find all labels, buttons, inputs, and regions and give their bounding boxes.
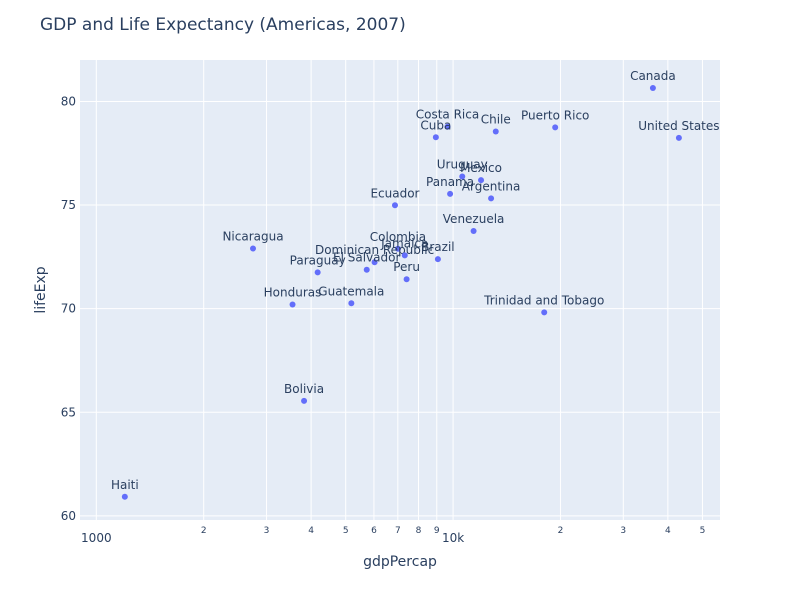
y-axis-ticks: 60 65 70 75 80 <box>61 94 76 522</box>
data-point <box>432 134 439 141</box>
point-label: Chile <box>481 112 511 126</box>
data-point <box>552 124 559 131</box>
data-point <box>447 190 454 197</box>
x-minor-tick-label: 4 <box>308 526 314 536</box>
data-point <box>348 300 355 307</box>
data-point <box>675 134 682 141</box>
point-label: El Salvador <box>333 251 400 265</box>
point-label: Costa Rica <box>416 108 479 122</box>
point-label: Cuba <box>420 118 451 132</box>
data-point <box>401 252 408 259</box>
x-minor-tick-label: 2 <box>558 526 564 536</box>
x-axis-ticks: 1000 10k 2 3 4 5 6 7 8 9 2 3 4 5 <box>81 526 705 545</box>
point-label: Canada <box>630 69 676 83</box>
data-point <box>394 245 401 252</box>
y-axis-title: lifeExp <box>33 266 49 313</box>
data-point <box>434 256 441 263</box>
x-tick-label: 1000 <box>81 531 112 545</box>
data-point <box>470 227 477 234</box>
y-tick-label: 75 <box>61 198 76 212</box>
point-label: Jamaica <box>380 236 428 250</box>
data-point <box>541 309 548 316</box>
point-label: Honduras <box>264 286 322 300</box>
x-minor-tick-label: 5 <box>700 526 706 536</box>
data-point <box>314 269 321 276</box>
point-label: Argentina <box>462 179 521 193</box>
x-minor-tick-label: 5 <box>343 526 349 536</box>
point-label: Puerto Rico <box>521 108 589 122</box>
point-label: United States <box>638 119 719 133</box>
data-point <box>649 84 656 91</box>
point-label: Haiti <box>111 478 139 492</box>
x-tick-label: 10k <box>442 531 464 545</box>
point-label: Brazil <box>421 240 455 254</box>
point-label: Nicaragua <box>222 230 283 244</box>
y-tick-label: 65 <box>61 405 76 419</box>
data-point <box>363 266 370 273</box>
data-point <box>403 276 410 283</box>
point-label: Mexico <box>460 161 502 175</box>
x-minor-tick-label: 4 <box>665 526 671 536</box>
x-minor-tick-label: 3 <box>264 526 270 536</box>
data-point <box>459 173 466 180</box>
point-label: Venezuela <box>443 212 505 226</box>
data-point <box>488 195 495 202</box>
y-tick-label: 80 <box>61 94 76 108</box>
data-point <box>250 245 257 252</box>
data-point <box>371 259 378 266</box>
chart-title: GDP and Life Expectancy (Americas, 2007) <box>40 15 406 35</box>
point-label: Peru <box>393 260 420 274</box>
x-minor-tick-label: 8 <box>416 526 422 536</box>
gridlines <box>80 60 720 520</box>
point-label: Paraguay <box>290 253 346 267</box>
x-minor-tick-label: 3 <box>620 526 626 536</box>
data-point <box>478 177 485 184</box>
x-minor-tick-label: 2 <box>201 526 207 536</box>
x-minor-tick-label: 7 <box>395 526 401 536</box>
point-label: Colombia <box>370 230 426 244</box>
data-point <box>301 397 308 404</box>
point-label: Bolivia <box>284 382 324 396</box>
x-minor-tick-label: 9 <box>434 526 440 536</box>
point-label: Uruguay <box>437 157 488 171</box>
data-point <box>289 301 296 308</box>
plot-area <box>80 60 720 520</box>
point-label: Trinidad and Tobago <box>483 293 604 307</box>
data-point <box>391 202 398 209</box>
data-point <box>121 493 128 500</box>
x-minor-tick-label: 6 <box>371 526 377 536</box>
data-point <box>444 123 451 130</box>
data-point <box>492 128 499 135</box>
x-axis-title: gdpPercap <box>363 554 437 570</box>
y-tick-label: 70 <box>61 302 76 316</box>
point-label: Ecuador <box>370 186 419 200</box>
data-points: Argentina Bolivia Brazil Canada Chile Colombi… <box>111 69 720 500</box>
point-label: Guatemala <box>318 284 384 298</box>
y-tick-label: 60 <box>61 509 76 523</box>
point-label: Panama <box>426 175 474 189</box>
